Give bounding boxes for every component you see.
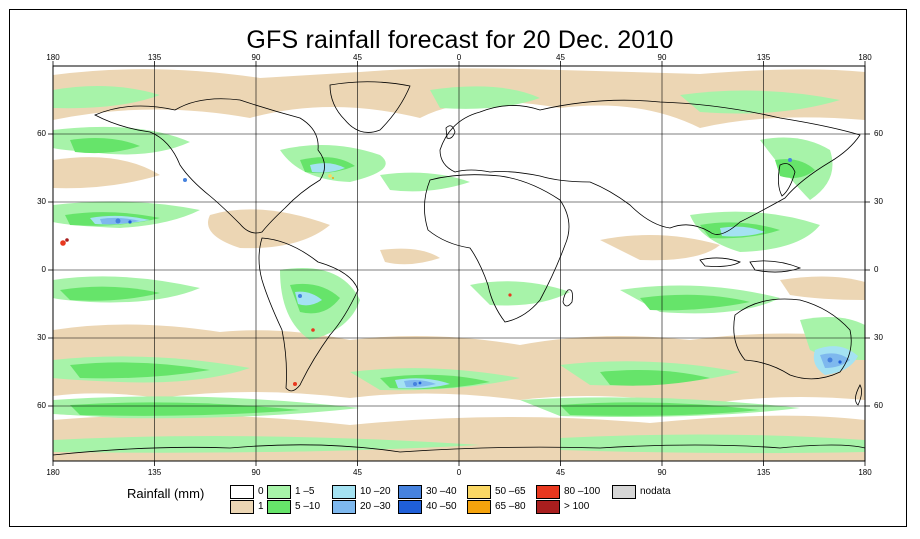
x-tick-label: 180 — [46, 53, 60, 62]
legend-swatch-5 — [332, 500, 356, 514]
legend-label-8: 50 –65 — [495, 486, 526, 497]
legend-swatch-0 — [230, 485, 254, 499]
x-tick-label: 90 — [657, 468, 667, 477]
x-tick-label: 135 — [756, 53, 771, 62]
map-border — [52, 65, 866, 462]
x-tick-label: 0 — [456, 53, 462, 62]
legend-swatch-3 — [267, 500, 291, 514]
tick-marks — [48, 61, 870, 466]
legend-swatch-11 — [536, 500, 560, 514]
y-tick-label: 60 — [874, 401, 883, 410]
x-tick-label: 0 — [456, 468, 462, 477]
legend-label-0: 0 — [258, 486, 264, 497]
x-tick-label: 45 — [556, 53, 565, 62]
legend-label-2: 1 –5 — [295, 486, 315, 497]
x-tick-label: 135 — [147, 53, 162, 62]
legend-label-3: 5 –10 — [295, 501, 321, 512]
legend-label-12: nodata — [640, 486, 671, 497]
legend-label-11: > 100 — [564, 501, 590, 512]
legend-swatch-2 — [267, 485, 291, 499]
legend-label-9: 65 –80 — [495, 501, 526, 512]
legend-swatch-7 — [398, 500, 422, 514]
legend-label-7: 40 –50 — [426, 501, 457, 512]
legend-swatch-1 — [230, 500, 254, 514]
legend-swatch-4 — [332, 485, 356, 499]
legend-swatch-10 — [536, 485, 560, 499]
legend-label-5: 20 –30 — [360, 501, 391, 512]
x-tick-label: 180 — [46, 468, 60, 477]
legend-swatch-8 — [467, 485, 491, 499]
map-title: GFS rainfall forecast for 20 Dec. 2010 — [246, 26, 674, 54]
x-tick-label: 90 — [251, 468, 261, 477]
y-tick-label: 0 — [41, 265, 46, 274]
x-tick-label: 45 — [353, 53, 362, 62]
y-tick-label: 60 — [37, 129, 46, 138]
x-tick-label: 90 — [251, 53, 261, 62]
legend-swatch-6 — [398, 485, 422, 499]
legend-label-4: 10 –20 — [360, 486, 391, 497]
x-tick-label: 135 — [756, 468, 771, 477]
x-tick-label: 45 — [556, 468, 565, 477]
figure-frame — [9, 9, 907, 527]
graticule — [53, 66, 865, 461]
x-tick-label: 135 — [147, 468, 162, 477]
y-tick-label: 30 — [874, 333, 883, 342]
y-tick-label: 0 — [874, 265, 879, 274]
coastlines — [53, 81, 865, 456]
x-tick-label: 45 — [353, 468, 362, 477]
x-tick-label: 90 — [657, 53, 667, 62]
legend-swatch-12 — [612, 485, 636, 499]
x-tick-label: 180 — [858, 53, 872, 62]
legend-label-10: 80 –100 — [564, 486, 601, 497]
legend-label-1: 1 — [258, 501, 264, 512]
y-tick-label: 30 — [37, 333, 46, 342]
y-tick-label: 30 — [874, 197, 883, 206]
y-tick-label: 60 — [874, 129, 883, 138]
legend-title: Rainfall (mm) — [127, 486, 205, 501]
legend-swatch-9 — [467, 500, 491, 514]
x-tick-label: 180 — [858, 468, 872, 477]
y-tick-label: 60 — [37, 401, 46, 410]
legend-label-6: 30 –40 — [426, 486, 457, 497]
y-tick-label: 30 — [37, 197, 46, 206]
